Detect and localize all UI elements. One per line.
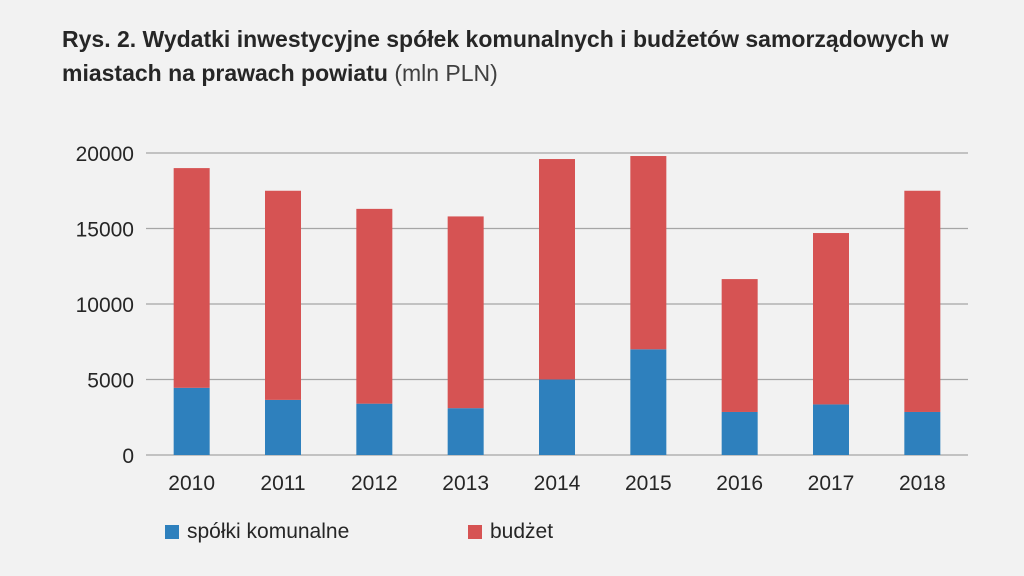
x-tick-label: 2017 — [808, 472, 855, 495]
bar-series-1-2012 — [356, 403, 393, 455]
bar-series-1-2013 — [447, 408, 484, 455]
x-tick-label: 2010 — [168, 472, 215, 495]
legend-item-series-2: budżet — [468, 520, 553, 544]
legend-swatch-series-2 — [468, 525, 482, 539]
x-tick-label: 2014 — [534, 472, 581, 495]
bar-series-1-2015 — [630, 349, 667, 455]
bar-series-1-2018 — [904, 411, 941, 455]
legend-label-series-2: budżet — [490, 520, 554, 543]
bar-series-2-2013 — [447, 216, 484, 409]
legend: spółki komunalne budżet — [0, 520, 1024, 550]
bar-series-1-2016 — [721, 411, 758, 455]
y-tick-label: 10000 — [76, 294, 134, 317]
x-tick-label: 2013 — [442, 472, 489, 495]
legend-swatch-series-1 — [165, 525, 179, 539]
bar-series-2-2012 — [356, 208, 393, 404]
chart-title-unit: (mln PLN) — [394, 60, 498, 86]
bar-series-2-2018 — [904, 190, 941, 412]
bar-series-1-2017 — [813, 404, 849, 455]
bar-series-2-2011 — [265, 190, 301, 400]
bar-series-2-2010 — [173, 168, 210, 388]
x-tick-label: 2016 — [716, 472, 763, 495]
y-tick-label: 15000 — [76, 219, 134, 242]
chart-title: Rys. 2. Wydatki inwestycyjne spółek komu… — [62, 22, 962, 90]
y-tick-label: 20000 — [76, 143, 134, 166]
bar-series-2-2015 — [630, 156, 667, 350]
x-tick-label: 2018 — [899, 472, 946, 495]
bar-series-2-2014 — [539, 159, 575, 380]
bar-series-2-2017 — [813, 233, 849, 405]
y-tick-label: 0 — [122, 445, 134, 468]
bar-series-1-2011 — [265, 399, 301, 455]
x-tick-label: 2011 — [260, 472, 305, 495]
bar-series-2-2016 — [721, 279, 758, 412]
y-tick-label: 5000 — [87, 370, 134, 393]
x-tick-label: 2012 — [351, 472, 398, 495]
bar-series-1-2014 — [539, 379, 575, 455]
bar-series-1-2010 — [173, 387, 210, 455]
chart-title-main: Rys. 2. Wydatki inwestycyjne spółek komu… — [62, 26, 949, 86]
x-tick-label: 2015 — [625, 472, 672, 495]
legend-label-series-1: spółki komunalne — [187, 520, 350, 543]
legend-item-series-1: spółki komunalne — [165, 520, 349, 544]
